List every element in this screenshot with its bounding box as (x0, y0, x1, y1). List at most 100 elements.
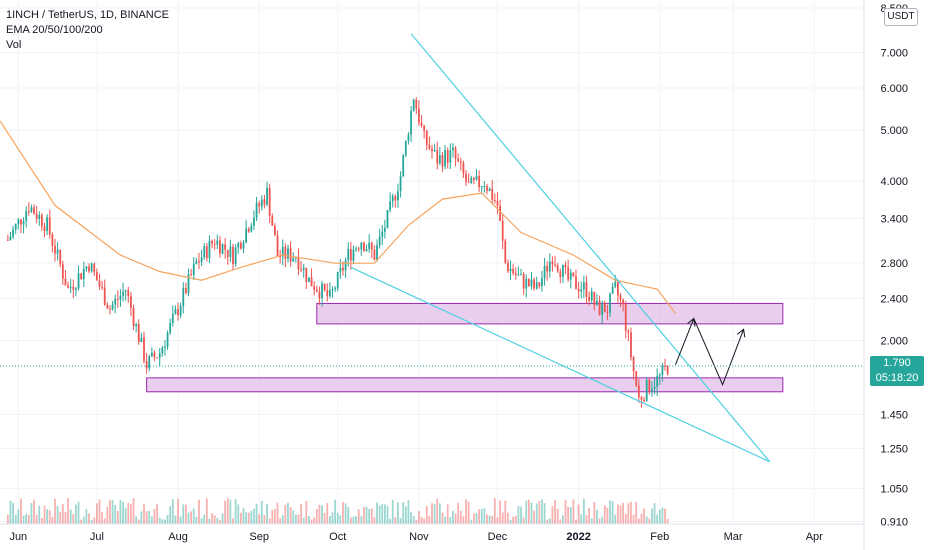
candle-body (203, 246, 206, 258)
candle-body (30, 207, 33, 212)
volume-bar (200, 518, 203, 524)
candle-body (93, 263, 96, 273)
volume-bar (370, 508, 373, 524)
volume-indicator-label[interactable]: Vol (6, 39, 22, 51)
price-zone[interactable] (146, 377, 784, 393)
candle-body (658, 375, 661, 377)
volume-bar (507, 512, 509, 524)
volume-bar (352, 516, 355, 524)
candle-body (145, 361, 148, 369)
candle-body (211, 240, 213, 244)
candle-body (182, 287, 185, 307)
currency-unit-button[interactable]: USDT (884, 8, 918, 26)
candle-body (90, 263, 93, 272)
volume-bar (313, 517, 316, 524)
candle-body (226, 249, 229, 257)
volume-bar (525, 500, 528, 524)
candle-body (260, 199, 263, 207)
candle-body (630, 332, 632, 358)
volume-bar (20, 498, 22, 524)
volume-bar (203, 514, 206, 524)
candle-body (575, 276, 577, 289)
volume-bar (150, 516, 153, 524)
volume-bar (27, 514, 30, 524)
candle-body (239, 242, 242, 249)
candle-body (582, 282, 585, 290)
candle-body (376, 245, 378, 260)
candle-body (344, 260, 347, 271)
candle-body (378, 236, 381, 246)
ema-indicator-label[interactable]: EMA 20/50/100/200 (6, 24, 103, 36)
volume-bar (182, 504, 185, 524)
volume-bar (318, 504, 321, 524)
volume-bar (376, 502, 378, 524)
volume-bar (184, 504, 187, 524)
candle-body (606, 312, 609, 314)
candle-body (130, 295, 132, 309)
volume-bar (255, 503, 258, 524)
volume-bar (287, 502, 289, 524)
candle-body (40, 214, 43, 227)
volume-bar (546, 519, 549, 524)
volume-bar (187, 512, 190, 524)
candle-body (493, 199, 496, 202)
chart-legend: 1INCH / TetherUS, 1D, BINANCE EMA 20/50/… (6, 8, 169, 53)
candle-body (541, 278, 543, 287)
volume-bar (266, 503, 268, 524)
volume-bar (205, 498, 208, 524)
candle-body (420, 122, 423, 126)
volume-bar (373, 517, 376, 524)
volume-bar (619, 505, 622, 524)
candle-body (472, 177, 475, 180)
volume-bar (164, 519, 166, 524)
volume-bar (46, 509, 49, 524)
candle-body (357, 248, 360, 250)
candle-body (103, 287, 106, 305)
volume-bar (234, 499, 237, 524)
volume-bar (127, 502, 130, 524)
candle-body (85, 266, 88, 270)
volume-bar (161, 519, 164, 524)
volume-bar (111, 500, 114, 524)
volume-bar (190, 511, 193, 524)
candle-body (452, 147, 454, 151)
candle-body (616, 281, 619, 296)
candle-body (232, 246, 234, 265)
candle-body (224, 244, 227, 250)
volume-bar (499, 500, 501, 524)
price-zone[interactable] (316, 302, 784, 325)
volume-bar (77, 501, 80, 524)
volume-bar (56, 505, 59, 524)
volume-bar (559, 519, 562, 524)
volume-bar (653, 503, 656, 524)
volume-bar (289, 507, 292, 524)
volume-bar (580, 514, 583, 524)
symbol-title[interactable]: 1INCH / TetherUS, 1D, BINANCE (6, 9, 170, 21)
volume-bar (410, 512, 412, 524)
volume-bar (418, 511, 420, 524)
candle-body (407, 134, 410, 141)
volume-bar (22, 515, 25, 524)
volume-bar (394, 517, 397, 524)
volume-bar (554, 500, 556, 524)
trendline[interactable] (350, 266, 770, 463)
volume-bar (488, 515, 491, 524)
candle-body (664, 365, 666, 367)
current-price-tag: 1.790 05:18:20 (870, 356, 924, 386)
candle-body (603, 302, 606, 313)
volume-bar (567, 506, 570, 524)
candle-body (106, 304, 109, 309)
candle-body (305, 267, 308, 283)
candle-body (425, 130, 428, 145)
candle-body (255, 202, 258, 218)
trendline[interactable] (410, 33, 771, 463)
volume-bar (391, 499, 394, 524)
candle-body (331, 289, 334, 291)
candle-body (321, 283, 323, 299)
candle-body (69, 286, 72, 288)
candle-body (598, 301, 601, 315)
volume-bar (95, 503, 98, 524)
candle-body (258, 202, 261, 207)
candle-body (564, 264, 567, 268)
